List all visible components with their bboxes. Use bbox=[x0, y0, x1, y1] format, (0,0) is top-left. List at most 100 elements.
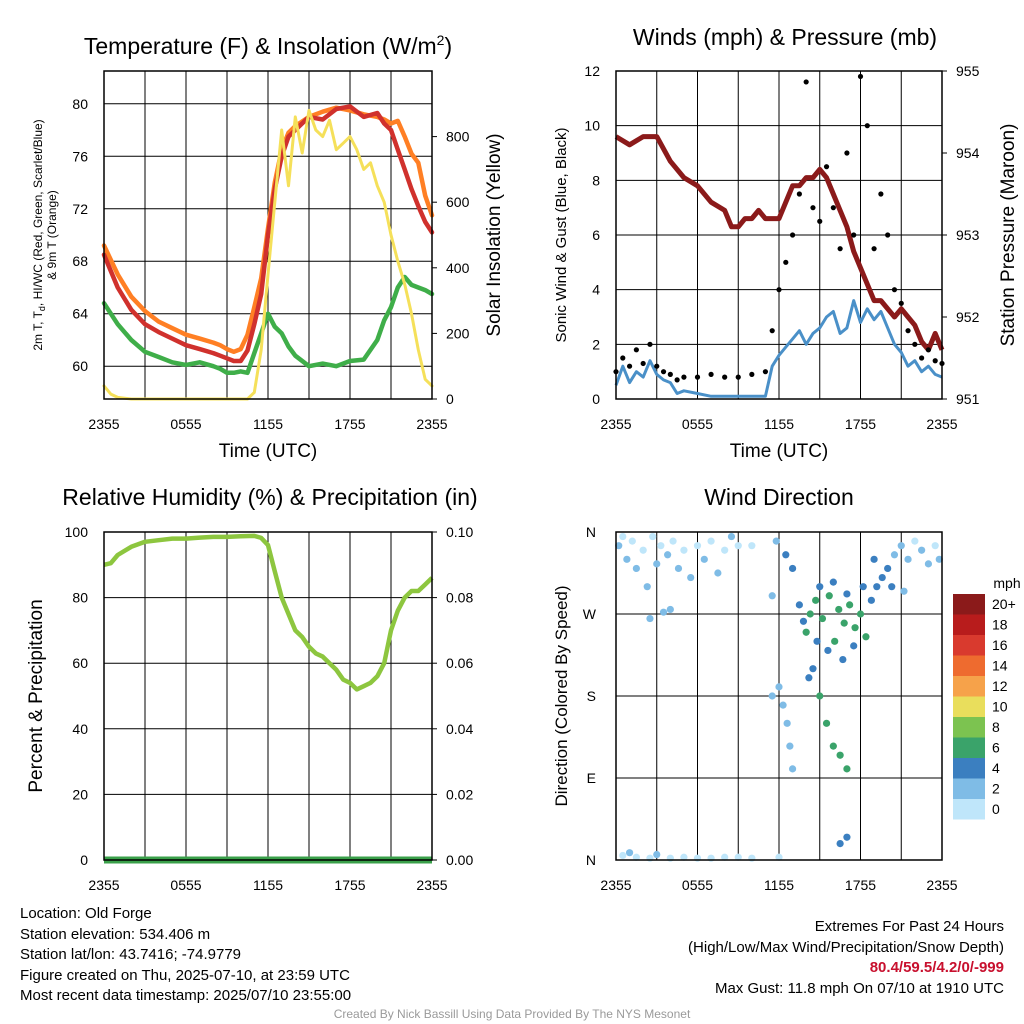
x-tick-label: 0555 bbox=[682, 416, 713, 432]
gust-point bbox=[647, 341, 653, 347]
direction-point bbox=[836, 840, 844, 848]
y-tick-label: 68 bbox=[72, 253, 88, 269]
legend-label: 6 bbox=[992, 740, 1000, 756]
credit-text: Created By Nick Bassill Using Data Provi… bbox=[333, 1007, 691, 1021]
direction-point bbox=[888, 583, 896, 591]
y2-tick-label: 955 bbox=[956, 63, 980, 79]
y2-tick-label: 200 bbox=[446, 325, 470, 341]
direction-point bbox=[619, 532, 627, 541]
gust-point bbox=[620, 355, 626, 361]
direction-point bbox=[878, 573, 886, 582]
gust-point bbox=[769, 328, 775, 334]
x-tick-label: 0555 bbox=[170, 416, 201, 432]
y-tick-label: 60 bbox=[72, 655, 88, 671]
y-axis-label-temperature: 2m T, Td, HI/WC (Red, Green, Scarlet/Blu… bbox=[31, 119, 47, 350]
y-tick-label: 100 bbox=[65, 524, 89, 540]
gust-point bbox=[633, 347, 639, 353]
gust-point bbox=[626, 363, 633, 369]
direction-point bbox=[768, 592, 776, 600]
direction-point bbox=[839, 655, 847, 664]
legend-swatch bbox=[953, 676, 985, 697]
direction-point bbox=[890, 551, 899, 559]
direction-point bbox=[812, 596, 820, 604]
x-tick-label: 1155 bbox=[253, 877, 283, 893]
gust-point bbox=[783, 259, 789, 265]
direction-point bbox=[843, 765, 851, 773]
gust-point bbox=[694, 374, 701, 380]
legend-swatch bbox=[953, 778, 985, 799]
direction-point bbox=[772, 537, 780, 545]
direction-point bbox=[674, 564, 683, 573]
direction-point bbox=[813, 637, 821, 645]
gust-point bbox=[817, 218, 823, 224]
y-tick-label: 72 bbox=[72, 201, 88, 217]
legend-swatch bbox=[953, 635, 985, 656]
direction-point bbox=[657, 542, 665, 550]
gust-point bbox=[837, 246, 843, 252]
legend-swatch bbox=[953, 594, 985, 615]
legend-swatch bbox=[953, 737, 985, 758]
gust-point bbox=[674, 377, 680, 383]
gust-point bbox=[796, 191, 802, 197]
y2-axis-label-insolation: Solar Insolation (Yellow) bbox=[484, 133, 505, 336]
gust-point bbox=[919, 355, 925, 361]
direction-point bbox=[646, 614, 654, 623]
direction-tick-label: W bbox=[583, 606, 597, 622]
extremes-values: 80.4/59.5/4.2/0/-999 bbox=[869, 959, 1004, 976]
elevation-text: Station elevation: 534.406 m bbox=[20, 925, 211, 943]
direction-point bbox=[653, 560, 661, 568]
legend-label: 16 bbox=[992, 637, 1008, 653]
legend-swatch bbox=[953, 655, 985, 676]
y2-tick-label: 954 bbox=[956, 145, 980, 161]
extremes-heading: Extremes For Past 24 Hours bbox=[814, 918, 1004, 935]
direction-point bbox=[632, 853, 640, 861]
plot-frame-1 bbox=[103, 70, 433, 400]
direction-point bbox=[768, 692, 776, 700]
x-tick-label: 2355 bbox=[88, 877, 119, 893]
legend-label: 0 bbox=[992, 801, 1000, 817]
gust-point bbox=[912, 341, 918, 347]
x-tick-label: 1155 bbox=[764, 416, 794, 432]
legend-swatch bbox=[953, 758, 985, 779]
direction-point bbox=[870, 555, 878, 563]
gust-point bbox=[803, 79, 809, 85]
y-tick-label: 80 bbox=[72, 590, 88, 606]
y-tick-label: 80 bbox=[72, 96, 88, 112]
direction-point bbox=[632, 564, 640, 573]
direction-point bbox=[850, 642, 858, 650]
x-tick-label: 1155 bbox=[764, 877, 794, 893]
direction-point bbox=[856, 610, 865, 618]
direction-tick-label: N bbox=[586, 524, 596, 540]
y-tick-label: 6 bbox=[592, 227, 600, 243]
y-axis-label-direction: Direction (Colored By Speed) bbox=[552, 585, 571, 806]
gust-point bbox=[878, 191, 884, 197]
y-tick-label: 60 bbox=[72, 358, 88, 374]
direction-point bbox=[843, 833, 851, 841]
direction-point bbox=[615, 542, 623, 550]
direction-point bbox=[786, 742, 794, 750]
x-tick-label: 1755 bbox=[845, 416, 876, 432]
y2-tick-label: 952 bbox=[956, 309, 980, 325]
direction-point bbox=[843, 590, 851, 598]
x-tick-label: 1155 bbox=[253, 416, 283, 432]
temperature-line bbox=[101, 274, 435, 376]
legend-swatch bbox=[953, 799, 985, 820]
direction-point bbox=[669, 537, 677, 545]
y-axis-label-temperature-line2: & 9m T (Orange) bbox=[45, 190, 59, 280]
extremes-info: Extremes For Past 24 Hours (High/Low/Max… bbox=[688, 917, 1004, 999]
direction-point bbox=[653, 850, 661, 859]
chart-title-winds: Winds (mph) & Pressure (mb) bbox=[633, 24, 937, 50]
plot-frame-3 bbox=[103, 531, 433, 861]
y2-tick-label: 800 bbox=[446, 129, 470, 145]
direction-point bbox=[693, 542, 702, 550]
direction-point bbox=[788, 765, 797, 773]
x-tick-label: 2355 bbox=[416, 416, 447, 432]
gust-point bbox=[735, 374, 741, 380]
direction-point bbox=[721, 546, 729, 554]
gust-point bbox=[640, 360, 646, 367]
plot-frame-2 bbox=[615, 70, 943, 400]
direction-point bbox=[859, 583, 867, 591]
y-axis-label-wind: Sonic Wind & Gust (Blue, Black) bbox=[553, 127, 570, 342]
x-tick-label: 1755 bbox=[845, 877, 876, 893]
latlon-text: Station lat/lon: 43.7416; -74.9779 bbox=[20, 946, 242, 963]
